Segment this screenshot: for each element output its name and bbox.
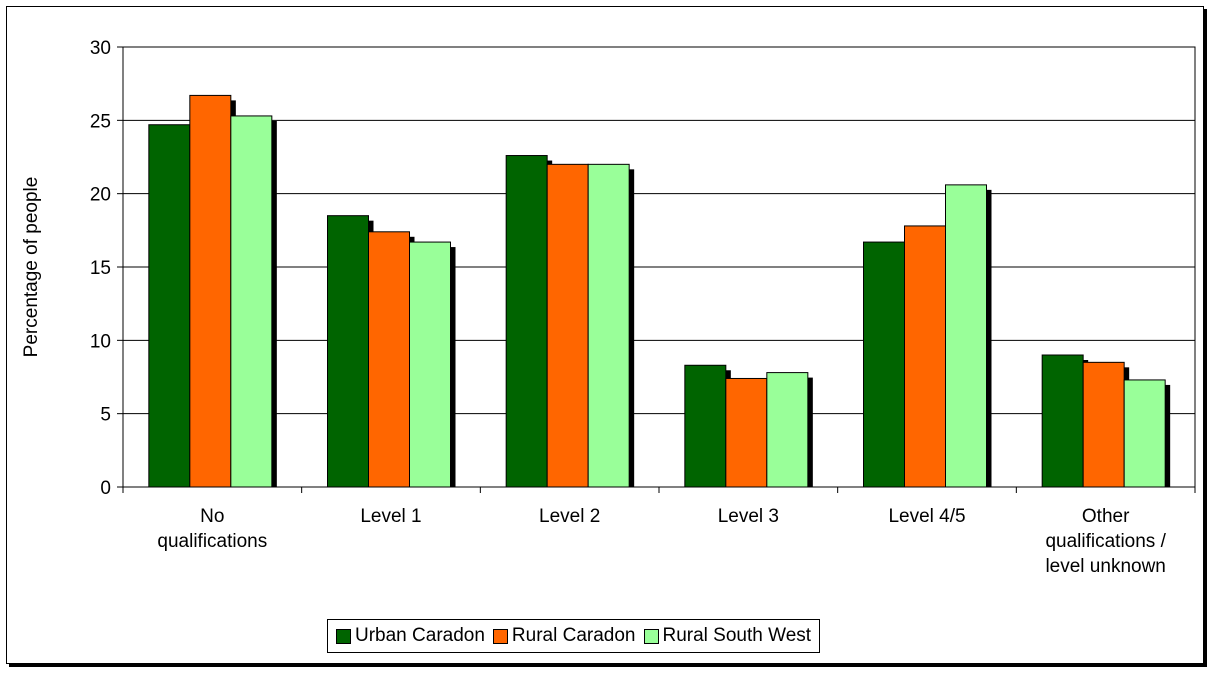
y-tick-label: 5 (100, 405, 111, 426)
x-tick-labels: No qualifications Level 1 Level 2 Level 3 Lev… (157, 506, 1166, 577)
axes (117, 46, 1196, 493)
bar (587, 163, 630, 488)
bar (1082, 361, 1125, 488)
y-axis-label: Percentage of people (21, 177, 42, 358)
x-tick-label: Level 3 (718, 506, 779, 527)
legend-label: Urban Caradon (355, 625, 485, 646)
legend-item: Rural South West (643, 625, 812, 647)
x-tick-label: No qualifications (157, 506, 267, 552)
bar (505, 155, 548, 488)
bar (684, 364, 727, 488)
x-tick-label: Level 4/5 (888, 506, 965, 527)
bar (1041, 354, 1084, 488)
legend-swatch (492, 628, 508, 644)
y-tick-label: 10 (90, 331, 111, 352)
bar (1123, 379, 1166, 488)
bar (327, 215, 369, 488)
x-tick-label: Other qualifications / level unknown (1045, 506, 1166, 577)
legend-item: Urban Caradon (336, 625, 485, 647)
bars (148, 94, 1171, 488)
legend-item: Rural Caradon (492, 625, 636, 647)
y-tick-label: 20 (90, 185, 111, 206)
bar (863, 241, 905, 488)
bar (230, 115, 273, 488)
bar (945, 184, 987, 488)
bar (725, 377, 768, 488)
bar (766, 372, 809, 488)
y-tick-labels: 0 5 10 15 20 25 30 (90, 38, 111, 499)
legend: Urban Caradon Rural Caradon Rural South We… (327, 619, 821, 653)
bar (148, 124, 191, 488)
gridlines (123, 46, 1195, 415)
y-tick-label: 0 (100, 478, 111, 499)
legend-label: Rural Caradon (511, 625, 636, 646)
bar-chart: 0 5 10 15 20 25 30 No qualifications Level 1 Leve… (21, 38, 1196, 577)
bar (189, 94, 232, 488)
y-tick-label: 15 (90, 258, 111, 279)
legend-label: Rural South West (662, 625, 812, 646)
bar (546, 163, 589, 488)
legend-swatch (336, 628, 351, 644)
y-tick-label: 30 (90, 38, 111, 59)
x-tick-label: Level 1 (360, 506, 421, 527)
chart-frame: 0 5 10 15 20 25 30 No qualifications Level 1 Leve… (6, 6, 1204, 664)
x-tick-label: Level 2 (539, 506, 600, 527)
bar (409, 241, 451, 488)
bar (368, 231, 410, 488)
legend-swatch (643, 628, 659, 644)
y-tick-label: 25 (90, 111, 111, 132)
bar (904, 225, 946, 488)
